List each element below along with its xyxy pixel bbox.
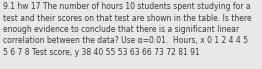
Text: 9.1 hw 17 The number of hours 10 students spent studying for a
test and their sc: 9.1 hw 17 The number of hours 10 student…: [3, 2, 252, 57]
